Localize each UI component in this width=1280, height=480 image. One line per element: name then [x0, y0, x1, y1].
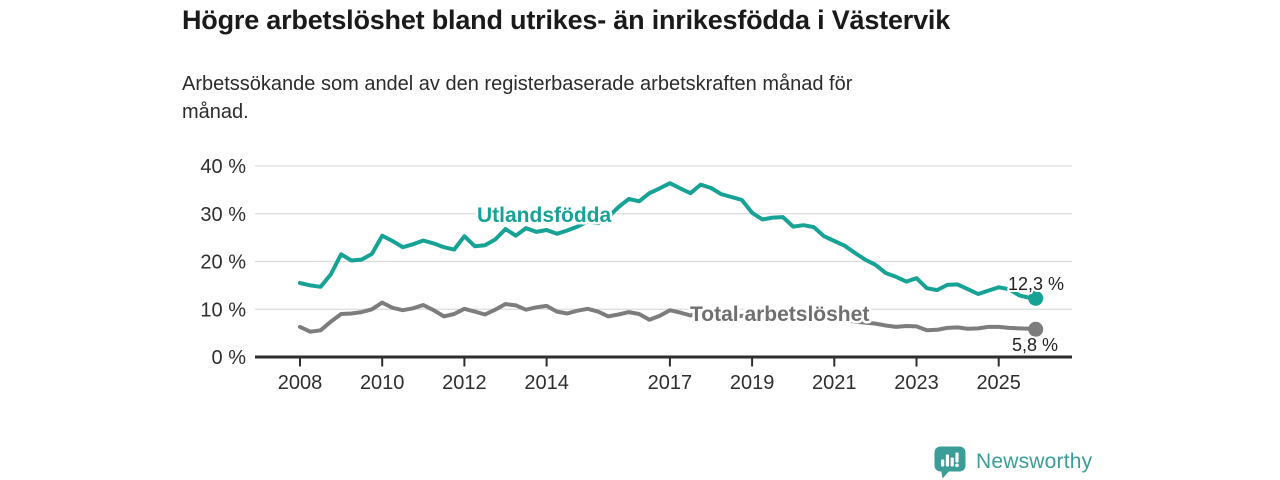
x-tick-label: 2008	[278, 372, 323, 394]
x-tick-label: 2010	[360, 372, 405, 394]
newsworthy-attribution: Newsworthy	[933, 445, 1092, 479]
newsworthy-brand-name: Newsworthy	[976, 450, 1093, 473]
y-tick-label: 30 %	[200, 204, 246, 226]
series-line-total-arbetsloshet	[298, 300, 1038, 334]
subtitle-line-2: månad.	[182, 101, 249, 123]
x-tick-label: 2012	[442, 372, 487, 394]
series-label-utlandsfodda: Utlandsfödda	[477, 204, 611, 227]
x-axis	[255, 355, 1072, 367]
y-tick-label: 40 %	[200, 156, 246, 178]
series-line-utlandsfodda	[298, 181, 1038, 301]
series-label-total-arbetsloshet: Total arbetslöshet	[690, 303, 869, 326]
x-tick-label: 2021	[812, 372, 857, 394]
chart-title: Högre arbetslöshet bland utrikes- än inr…	[182, 5, 951, 35]
x-tick-label: 2017	[648, 372, 693, 394]
newsworthy-logo-icon	[934, 446, 966, 479]
end-value-label-utlandsfodda: 12,3 %	[1008, 274, 1064, 294]
x-tick-label: 2023	[894, 372, 939, 394]
subtitle-line-1: Arbetssökande som andel av den registerb…	[182, 73, 853, 95]
y-tick-label: 10 %	[200, 299, 246, 321]
y-axis-labels: 0 % 10 % 20 % 30 % 40 %	[200, 156, 246, 369]
chart-subtitle: Arbetssökande som andel av den registerb…	[182, 70, 1082, 126]
x-tick-label: 2019	[730, 372, 775, 394]
series-end-dot-total-arbetsloshet	[1028, 321, 1044, 337]
x-tick-label: 2014	[524, 372, 569, 394]
y-tick-label: 0 %	[212, 347, 247, 369]
end-value-label-total-arbetsloshet: 5,8 %	[1012, 335, 1058, 355]
x-axis-labels: 2008 2010 2012 2014 2017 2019 2021 2023 2025	[278, 372, 1021, 394]
y-tick-label: 20 %	[200, 252, 246, 274]
series-end-dot-utlandsfodda	[1028, 290, 1044, 306]
x-tick-label: 2025	[976, 372, 1021, 394]
